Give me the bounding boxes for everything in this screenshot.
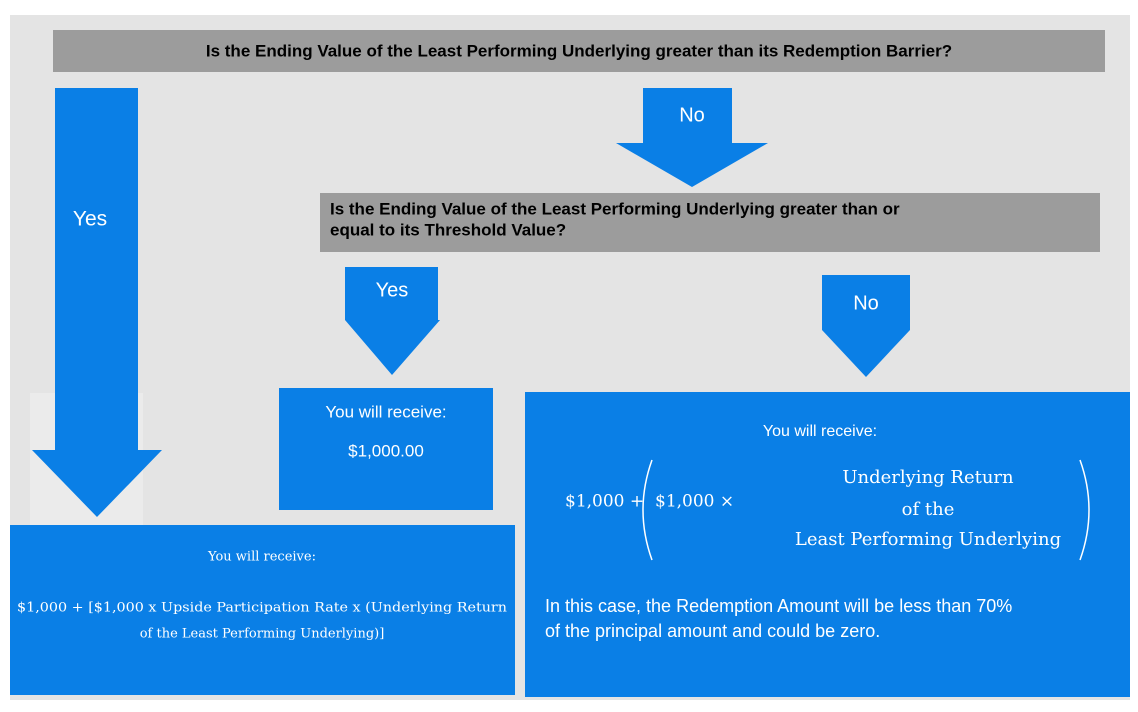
- parenthesis: [1079, 459, 1090, 561]
- outcome-box: [525, 392, 1130, 697]
- question-text: Is the Ending Value of the Least Perform…: [330, 199, 900, 218]
- outcome-formula: of the Least Performing Underlying)]: [140, 627, 385, 642]
- question-text: Is the Ending Value of the Least Perform…: [206, 41, 952, 60]
- formula-part: $1,000 +: [565, 492, 644, 512]
- formula-part: $1,000 ×: [655, 492, 734, 512]
- outcome-heading: You will receive:: [207, 550, 316, 565]
- outcome-heading: You will receive:: [325, 402, 446, 421]
- outcome-note: of the principal amount and could be zer…: [545, 621, 880, 641]
- arrow-label: No: [679, 104, 705, 126]
- no-arrow: [822, 275, 910, 377]
- outcome-box: [279, 388, 493, 510]
- outcome-amount: $1,000.00: [348, 441, 424, 460]
- question-text: equal to its Threshold Value?: [330, 220, 566, 239]
- outcome-formula: $1,000 + [$1,000 x Upside Participation …: [17, 601, 508, 616]
- outcome-note: In this case, the Redemption Amount will…: [545, 596, 1012, 616]
- outcome-heading: You will receive:: [763, 423, 877, 440]
- fraction-line: Underlying Return: [842, 467, 1014, 488]
- arrow-label: No: [853, 292, 879, 314]
- no-arrow: [616, 88, 768, 187]
- parenthesis: [642, 459, 653, 561]
- yes-arrow: [32, 88, 162, 517]
- fraction-line: Least Performing Underlying: [795, 529, 1061, 550]
- yes-arrow: [345, 267, 440, 375]
- outcome-box: [10, 525, 515, 695]
- arrow-label: Yes: [73, 208, 107, 231]
- fraction-line: of the: [902, 499, 955, 520]
- arrow-label: Yes: [376, 279, 409, 301]
- question-bar: [320, 193, 1100, 252]
- question-bar: [53, 30, 1105, 72]
